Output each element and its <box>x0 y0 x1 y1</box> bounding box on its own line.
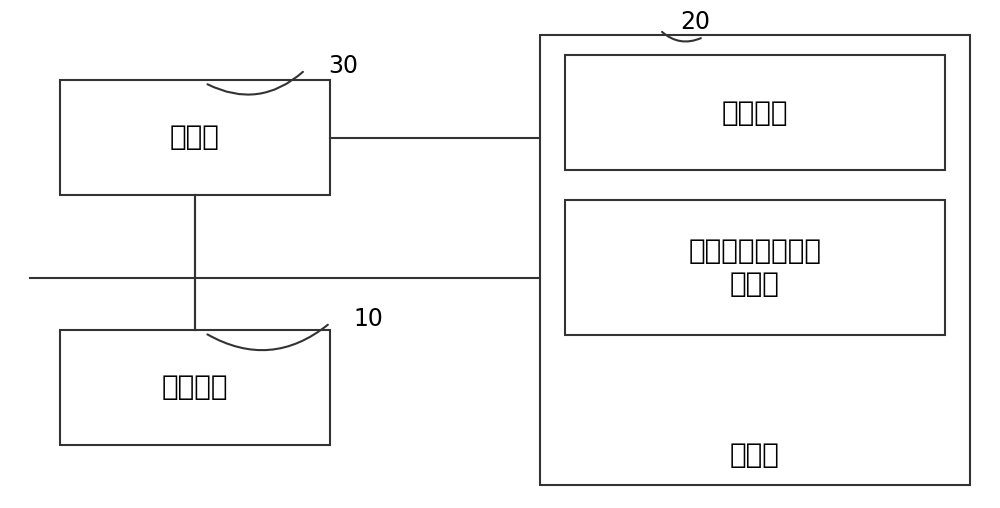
Bar <box>565 200 945 335</box>
Text: 30: 30 <box>328 54 358 78</box>
Bar <box>540 35 970 485</box>
Bar <box>565 55 945 170</box>
Bar <box>60 330 330 445</box>
Text: 便携式电池管理控
制程序: 便携式电池管理控 制程序 <box>688 237 822 298</box>
Bar <box>60 80 330 195</box>
Text: 处理器: 处理器 <box>170 123 220 151</box>
Text: 通信模块: 通信模块 <box>162 373 228 401</box>
Text: 操作系统: 操作系统 <box>722 99 788 126</box>
Text: 存储器: 存储器 <box>730 441 780 469</box>
Text: 20: 20 <box>680 10 710 34</box>
Text: 10: 10 <box>353 307 383 331</box>
